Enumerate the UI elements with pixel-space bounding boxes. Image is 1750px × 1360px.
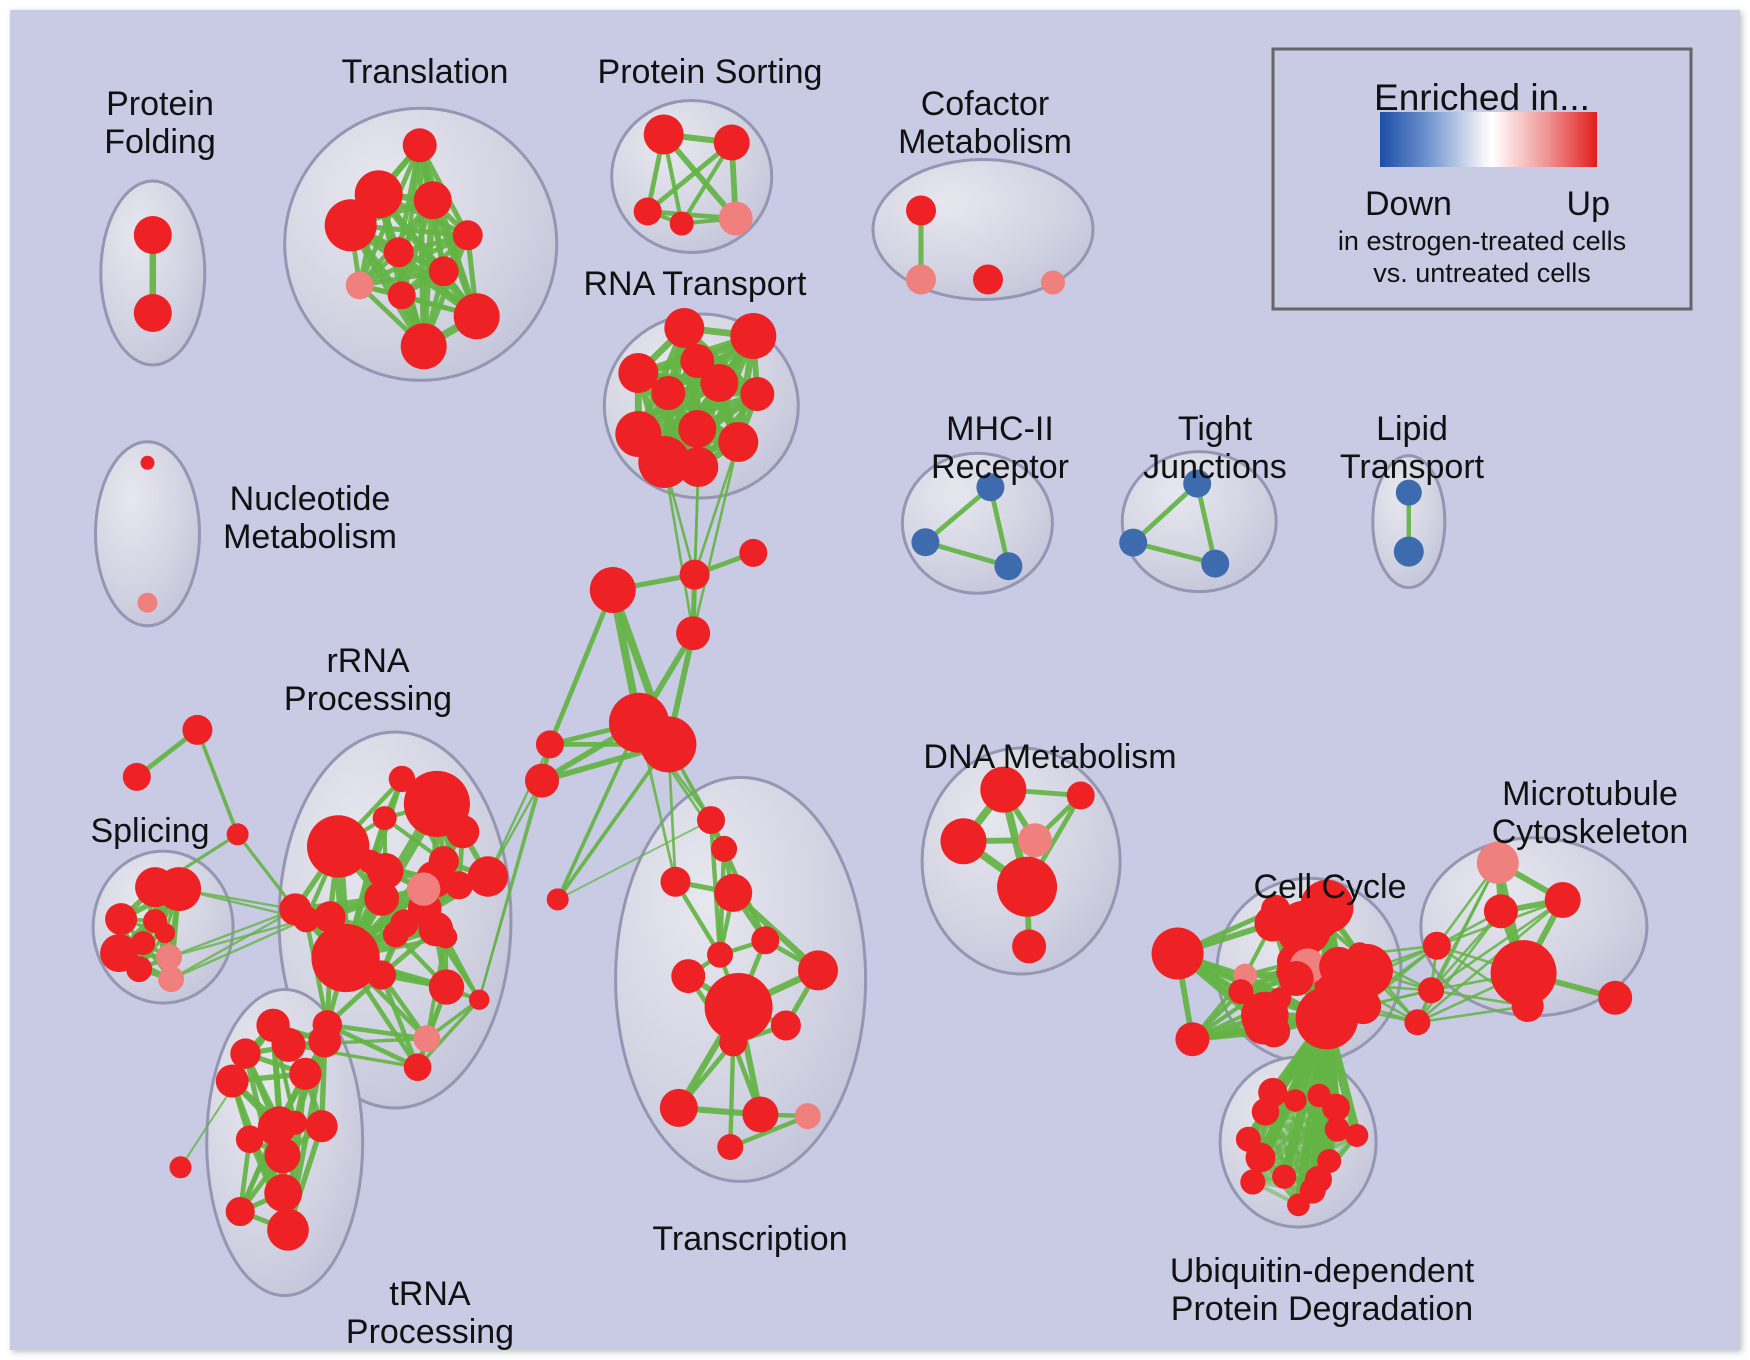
svg-text:Protein Sorting: Protein Sorting	[598, 53, 823, 91]
svg-text:Receptor: Receptor	[931, 448, 1069, 486]
svg-text:Translation: Translation	[342, 53, 509, 91]
svg-text:Transcription: Transcription	[652, 1220, 847, 1258]
svg-text:Processing: Processing	[284, 680, 452, 718]
svg-text:Splicing: Splicing	[90, 812, 209, 850]
svg-text:Cell Cycle: Cell Cycle	[1253, 868, 1406, 906]
svg-text:vs. untreated cells: vs. untreated cells	[1373, 258, 1591, 288]
svg-text:tRNA: tRNA	[389, 1275, 471, 1313]
svg-text:Tight: Tight	[1178, 410, 1253, 448]
svg-text:Folding: Folding	[104, 123, 216, 161]
svg-text:Ubiquitin-dependent: Ubiquitin-dependent	[1170, 1252, 1475, 1290]
svg-text:Metabolism: Metabolism	[898, 123, 1072, 161]
svg-text:Junctions: Junctions	[1143, 448, 1287, 486]
svg-text:Up: Up	[1567, 185, 1610, 223]
svg-text:MHC-II: MHC-II	[946, 410, 1054, 448]
svg-text:Transport: Transport	[1340, 448, 1485, 486]
svg-text:DNA Metabolism: DNA Metabolism	[923, 738, 1176, 776]
svg-text:Protein: Protein	[106, 85, 214, 123]
svg-text:Nucleotide: Nucleotide	[230, 480, 391, 518]
svg-text:Enriched in...: Enriched in...	[1374, 77, 1590, 118]
svg-text:Protein Degradation: Protein Degradation	[1171, 1290, 1473, 1328]
svg-text:Down: Down	[1365, 185, 1452, 223]
svg-text:RNA Transport: RNA Transport	[584, 265, 808, 303]
svg-text:Microtubule: Microtubule	[1502, 775, 1678, 813]
svg-text:Lipid: Lipid	[1376, 410, 1448, 448]
svg-text:Metabolism: Metabolism	[223, 518, 397, 556]
svg-text:Processing: Processing	[346, 1313, 514, 1350]
svg-text:rRNA: rRNA	[326, 642, 409, 680]
svg-text:Cofactor: Cofactor	[921, 85, 1050, 123]
svg-text:in estrogen-treated cells: in estrogen-treated cells	[1338, 226, 1626, 256]
svg-text:Cytoskeleton: Cytoskeleton	[1492, 813, 1689, 851]
